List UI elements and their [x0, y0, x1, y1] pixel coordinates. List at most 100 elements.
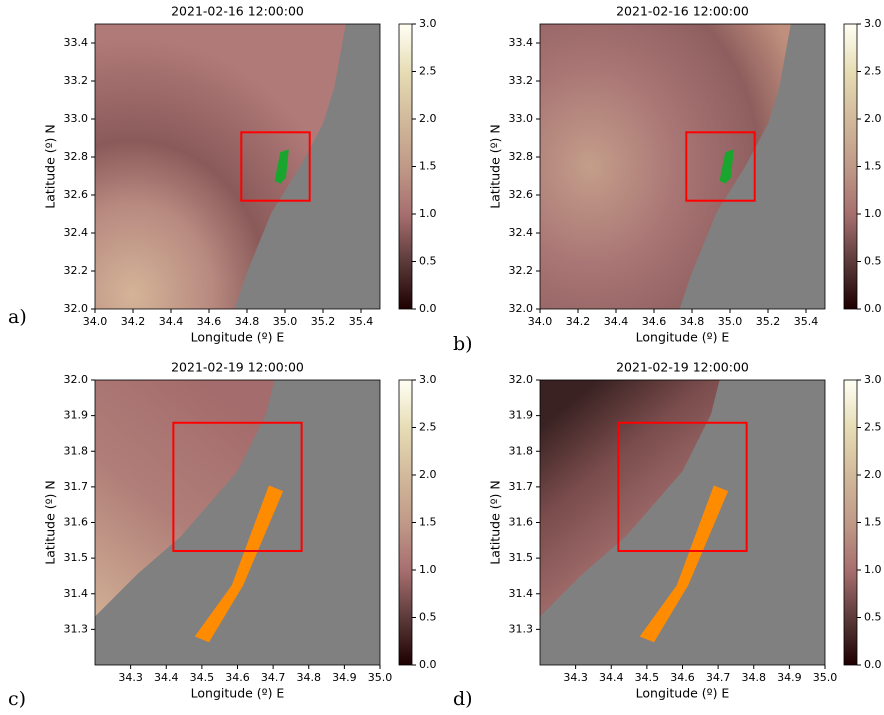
zoom-box: [685, 131, 756, 202]
x-axis-label: Longitude (º) E: [191, 686, 285, 701]
farm-area: [274, 149, 289, 184]
x-tick-label: 34.5: [635, 671, 660, 684]
x-tick-label: 34.4: [604, 315, 629, 328]
x-tick-label: 34.7: [706, 671, 731, 684]
axes-frame: [94, 23, 381, 310]
x-tick-label: 34.3: [118, 671, 143, 684]
x-tick-label: 35.4: [794, 315, 819, 328]
colorbar-tick-label: 2.0: [419, 468, 437, 481]
x-tick-label: 35.0: [813, 671, 838, 684]
colorbar-tick-label: 1.0: [864, 207, 882, 220]
farm-area: [194, 485, 284, 643]
colorbar-tick-label: 2.5: [864, 65, 882, 78]
y-axis-label: Latitude (º) N: [488, 124, 503, 208]
x-axis-label: Longitude (º) E: [191, 330, 285, 345]
x-tick-label: 34.6: [225, 671, 250, 684]
colorbar-tick-label: 0.0: [864, 658, 882, 671]
zoom-box: [240, 131, 311, 202]
colorbar-tick-label: 0.0: [419, 658, 437, 671]
colorbar: [398, 379, 413, 666]
sea-field: [95, 380, 275, 617]
y-tick-label: 31.6: [509, 516, 534, 529]
y-axis-label: Latitude (º) N: [43, 124, 58, 208]
x-tick-label: 34.2: [566, 315, 591, 328]
colorbar-tick-label: 1.5: [419, 160, 437, 173]
x-tick-label: 34.5: [190, 671, 215, 684]
x-tick-label: 34.8: [235, 315, 260, 328]
colorbar-tick-label: 1.0: [419, 563, 437, 576]
x-tick-label: 34.8: [297, 671, 322, 684]
chart-title: 2021-02-19 12:00:00: [171, 360, 304, 375]
zoom-box: [172, 421, 303, 552]
y-tick-label: 32.4: [509, 226, 534, 239]
colorbar-tick-label: 3.0: [419, 373, 437, 386]
y-axis-label: Latitude (º) N: [43, 480, 58, 564]
y-tick-label: 32.4: [64, 226, 89, 239]
colorbar-tick-label: 0.5: [864, 255, 882, 268]
chart-title: 2021-02-16 12:00:00: [171, 4, 304, 19]
colorbar-tick-label: 0.5: [864, 611, 882, 624]
colorbar-tick-label: 2.0: [864, 468, 882, 481]
y-tick-label: 31.7: [509, 480, 534, 493]
y-tick-label: 31.8: [509, 444, 534, 457]
y-tick-label: 32.6: [64, 188, 89, 201]
colorbar-tick-label: 1.0: [419, 207, 437, 220]
colorbar-tick-label: 2.0: [419, 112, 437, 125]
y-tick-label: 32.0: [64, 373, 89, 386]
y-tick-label: 33.0: [64, 112, 89, 125]
y-tick-label: 32.0: [64, 302, 89, 315]
panel-label: a): [8, 306, 27, 328]
y-axis-label: Latitude (º) N: [488, 480, 503, 564]
y-tick-label: 31.4: [509, 587, 534, 600]
y-tick-label: 31.3: [64, 622, 89, 635]
x-tick-label: 34.9: [777, 671, 802, 684]
x-tick-label: 34.0: [528, 315, 553, 328]
x-tick-label: 34.3: [563, 671, 588, 684]
colorbar-tick-label: 0.0: [864, 302, 882, 315]
colorbar: [843, 23, 858, 310]
x-tick-label: 34.6: [642, 315, 667, 328]
x-tick-label: 34.9: [332, 671, 357, 684]
colorbar-tick-label: 2.5: [419, 65, 437, 78]
y-tick-label: 33.4: [64, 36, 89, 49]
panel-label: c): [8, 688, 26, 710]
panel-label: d): [453, 688, 473, 710]
y-tick-label: 31.5: [64, 551, 89, 564]
farm-area: [639, 485, 729, 643]
y-tick-label: 31.4: [64, 587, 89, 600]
x-axis-label: Longitude (º) E: [636, 686, 730, 701]
colorbar-tick-label: 1.5: [864, 160, 882, 173]
colorbar-tick-label: 1.5: [419, 516, 437, 529]
y-tick-label: 33.4: [509, 36, 534, 49]
x-tick-label: 34.2: [121, 315, 146, 328]
x-tick-label: 34.8: [742, 671, 767, 684]
x-tick-label: 35.0: [368, 671, 393, 684]
y-tick-label: 31.5: [509, 551, 534, 564]
y-tick-label: 32.0: [509, 373, 534, 386]
y-tick-label: 32.0: [509, 302, 534, 315]
x-tick-label: 34.0: [83, 315, 108, 328]
x-axis-label: Longitude (º) E: [636, 330, 730, 345]
chart-title: 2021-02-19 12:00:00: [616, 360, 749, 375]
y-tick-label: 32.2: [509, 264, 534, 277]
zoom-box: [617, 421, 748, 552]
x-tick-label: 34.4: [159, 315, 184, 328]
x-tick-label: 35.2: [311, 315, 336, 328]
colorbar-tick-label: 0.0: [419, 302, 437, 315]
y-tick-label: 32.8: [64, 150, 89, 163]
colorbar-tick-label: 2.5: [419, 421, 437, 434]
y-tick-label: 31.3: [509, 622, 534, 635]
farm-area: [719, 149, 734, 184]
y-tick-label: 32.2: [64, 264, 89, 277]
x-tick-label: 34.8: [680, 315, 705, 328]
y-tick-label: 33.2: [509, 74, 534, 87]
colorbar-tick-label: 1.0: [864, 563, 882, 576]
y-tick-label: 31.7: [64, 480, 89, 493]
axes-frame: [539, 23, 826, 310]
colorbar-tick-label: 0.5: [419, 255, 437, 268]
x-tick-label: 35.2: [756, 315, 781, 328]
x-tick-label: 35.4: [349, 315, 374, 328]
colorbar-tick-label: 1.5: [864, 516, 882, 529]
colorbar: [843, 379, 858, 666]
